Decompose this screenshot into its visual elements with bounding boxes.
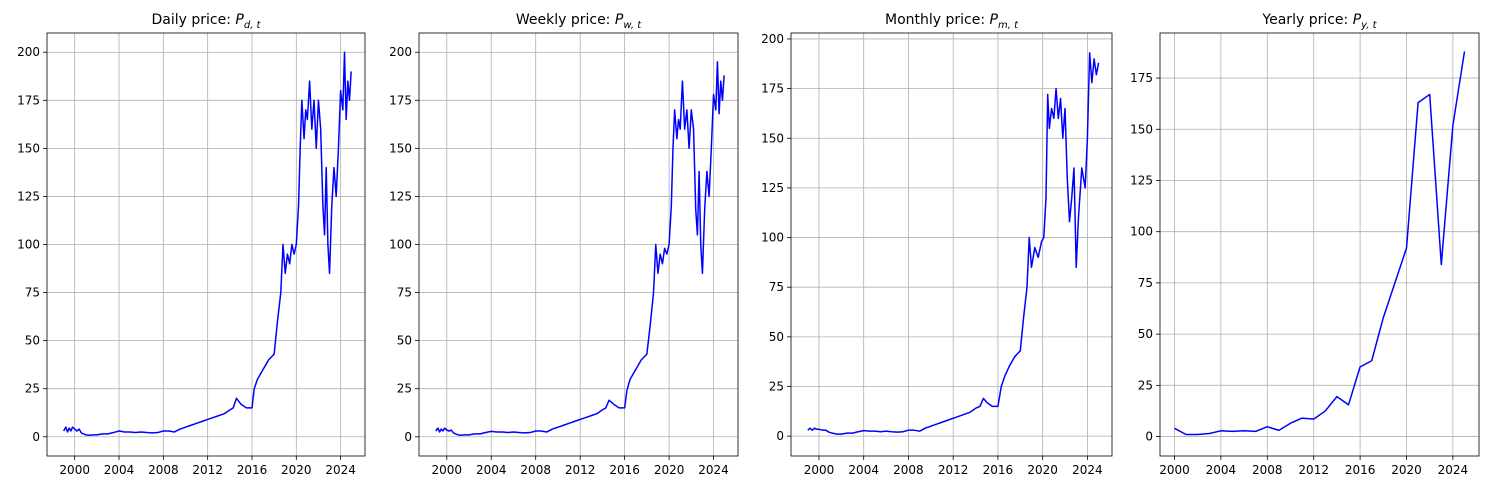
y-tick-label: 175 xyxy=(1130,71,1153,85)
y-tick-label: 0 xyxy=(776,429,784,443)
y-tick-label: 200 xyxy=(761,32,784,46)
y-tick-label: 125 xyxy=(389,189,412,203)
series-line xyxy=(807,52,1100,435)
y-tick-label: 125 xyxy=(1130,173,1153,187)
x-tick-label: 2008 xyxy=(893,463,924,477)
y-tick-label: 100 xyxy=(1130,225,1153,239)
chart-title: Monthly price: Pm, t xyxy=(885,12,1019,31)
y-tick-label: 200 xyxy=(17,45,40,59)
y-tick-label: 0 xyxy=(404,430,412,444)
y-tick-label: 25 xyxy=(769,379,784,393)
y-tick-label: 50 xyxy=(25,334,40,348)
y-tick-label: 175 xyxy=(17,93,40,107)
x-tick-label: 2004 xyxy=(104,463,135,477)
x-tick-label: 2012 xyxy=(565,463,596,477)
y-tick-label: 75 xyxy=(1138,276,1153,290)
series-line xyxy=(62,51,352,436)
y-tick-label: 100 xyxy=(761,231,784,245)
y-tick-label: 150 xyxy=(1130,122,1153,136)
x-tick-label: 2016 xyxy=(983,463,1014,477)
y-tick-label: 175 xyxy=(389,93,412,107)
x-tick-label: 2020 xyxy=(1391,463,1422,477)
x-tick-label: 2000 xyxy=(432,463,463,477)
chart-title: Weekly price: Pw, t xyxy=(516,12,642,31)
axes-frame xyxy=(790,32,1113,457)
y-tick-label: 125 xyxy=(17,189,40,203)
chart-panel-4: 2000 2004 2008 2012 2016 2020 2024 0 25 50 75 100 12… xyxy=(1130,12,1480,477)
y-tick-label: 150 xyxy=(389,141,412,155)
x-tick-label: 2000 xyxy=(59,463,90,477)
y-tick-label: 75 xyxy=(397,286,412,300)
y-tick-label: 50 xyxy=(769,330,784,344)
x-tick-label: 2000 xyxy=(804,463,835,477)
x-tick-label: 2008 xyxy=(1252,463,1283,477)
x-tick-label: 2020 xyxy=(1027,463,1058,477)
chart-panel-2: 2000 2004 2008 2012 2016 2020 2024 0 25 50 75 100 12… xyxy=(389,12,739,477)
chart-panel-3: 2000 2004 2008 2012 2016 2020 2024 0 25 50 75 100 12… xyxy=(761,12,1113,477)
y-tick-label: 175 xyxy=(761,82,784,96)
x-tick-label: 2012 xyxy=(938,463,969,477)
y-tick-label: 100 xyxy=(17,238,40,252)
y-tick-label: 150 xyxy=(761,131,784,145)
y-tick-label: 50 xyxy=(1138,327,1153,341)
x-tick-label: 2008 xyxy=(148,463,179,477)
x-tick-label: 2004 xyxy=(848,463,879,477)
y-tick-label: 0 xyxy=(32,430,40,444)
x-tick-label: 2024 xyxy=(698,463,729,477)
y-tick-label: 100 xyxy=(389,238,412,252)
x-tick-label: 2004 xyxy=(1206,463,1237,477)
x-tick-label: 2012 xyxy=(1298,463,1329,477)
chart-title: Yearly price: Py, t xyxy=(1261,12,1377,31)
y-tick-label: 25 xyxy=(397,382,412,396)
x-tick-label: 2004 xyxy=(476,463,507,477)
series-line xyxy=(1174,51,1466,436)
y-tick-label: 25 xyxy=(25,382,40,396)
y-tick-label: 125 xyxy=(761,181,784,195)
y-tick-label: 75 xyxy=(769,280,784,294)
x-tick-label: 2016 xyxy=(237,463,268,477)
x-tick-label: 2008 xyxy=(520,463,551,477)
x-tick-label: 2024 xyxy=(1072,463,1103,477)
y-tick-label: 200 xyxy=(389,45,412,59)
axes-frame xyxy=(1159,32,1480,457)
chart-title: Daily price: Pd, t xyxy=(152,12,262,31)
chart-panel-1: 2000 2004 2008 2012 2016 2020 2024 0 25 50 75 100 12… xyxy=(17,12,366,477)
x-tick-label: 2020 xyxy=(654,463,685,477)
x-tick-label: 2000 xyxy=(1159,463,1190,477)
x-tick-label: 2024 xyxy=(325,463,356,477)
y-tick-label: 75 xyxy=(25,286,40,300)
x-tick-label: 2016 xyxy=(609,463,640,477)
x-tick-label: 2024 xyxy=(1438,463,1469,477)
x-tick-label: 2016 xyxy=(1345,463,1376,477)
y-tick-label: 25 xyxy=(1138,378,1153,392)
y-tick-label: 150 xyxy=(17,141,40,155)
y-tick-label: 0 xyxy=(1145,430,1153,444)
series-line xyxy=(435,61,725,436)
x-tick-label: 2012 xyxy=(192,463,223,477)
y-tick-label: 50 xyxy=(397,334,412,348)
x-tick-label: 2020 xyxy=(281,463,312,477)
